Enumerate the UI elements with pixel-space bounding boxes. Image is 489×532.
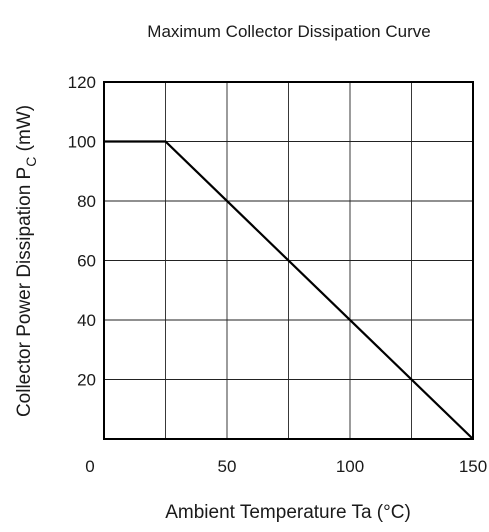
- tick-labels: 0 50 100 150 20 40 60 80 100 120: [68, 73, 488, 476]
- y-axis-label-main: Collector Power Dissipation P: [14, 167, 35, 417]
- x-axis-label: Ambient Temperature Ta (°C): [165, 502, 411, 523]
- x-tick-label: 50: [218, 457, 237, 476]
- y-tick-label: 80: [77, 192, 96, 211]
- y-tick-label: 100: [68, 133, 96, 152]
- plot-frame: [103, 81, 474, 440]
- x-tick-label: 100: [336, 457, 364, 476]
- chart-title: Maximum Collector Dissipation Curve: [147, 22, 430, 41]
- y-axis-label-unit: (mW): [14, 105, 35, 157]
- dissipation-curve: [104, 140, 474, 440]
- x-tick-label: 150: [459, 457, 487, 476]
- y-axis-label: Collector Power Dissipation PC (mW): [14, 105, 39, 417]
- y-tick-label: 40: [77, 311, 96, 330]
- y-tick-label: 60: [77, 252, 96, 271]
- y-tick-label: 20: [77, 371, 96, 390]
- curve-layer: [104, 140, 474, 440]
- x-tick-label: 0: [85, 457, 94, 476]
- y-tick-label: 120: [68, 73, 96, 92]
- y-axis-label-subscript: C: [23, 157, 39, 167]
